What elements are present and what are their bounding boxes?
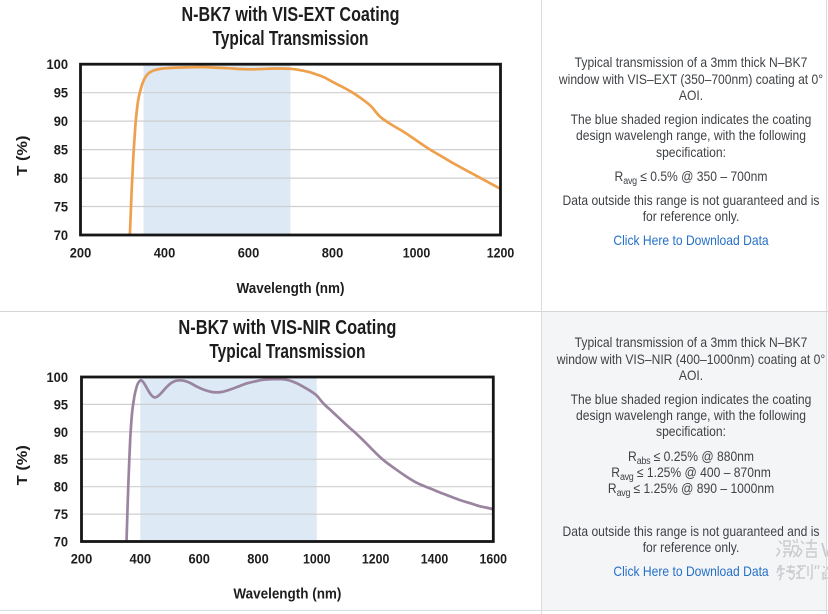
svg-text:70: 70	[54, 228, 68, 244]
svg-text:200: 200	[70, 246, 92, 262]
svg-text:T (%): T (%)	[14, 136, 31, 176]
svg-text:Wavelength (nm): Wavelength (nm)	[237, 280, 345, 297]
svg-text:85: 85	[54, 143, 68, 159]
svg-text:75: 75	[54, 507, 68, 523]
svg-text:80: 80	[54, 480, 68, 496]
svg-text:1200: 1200	[487, 246, 515, 262]
svg-text:Wavelength (nm): Wavelength (nm)	[233, 586, 341, 603]
svg-text:800: 800	[247, 552, 269, 568]
svg-text:400: 400	[130, 552, 152, 568]
svg-text:600: 600	[238, 246, 260, 262]
svg-text:T (%): T (%)	[14, 445, 31, 485]
svg-text:1000: 1000	[403, 246, 431, 262]
svg-text:Typical Transmission: Typical Transmission	[209, 340, 365, 363]
svg-text:90: 90	[54, 114, 68, 130]
svg-text:1000: 1000	[303, 552, 331, 568]
svg-text:75: 75	[54, 200, 68, 216]
svg-text:1200: 1200	[362, 552, 390, 568]
svg-text:800: 800	[322, 246, 344, 262]
svg-text:1600: 1600	[480, 552, 508, 568]
svg-text:100: 100	[47, 370, 69, 386]
svg-text:N-BK7 with VIS-EXT Coating: N-BK7 with VIS-EXT Coating	[182, 3, 400, 26]
svg-text:95: 95	[54, 397, 68, 413]
svg-text:70: 70	[54, 535, 68, 551]
svg-text:100: 100	[47, 57, 69, 73]
svg-text:Typical Transmission: Typical Transmission	[213, 27, 369, 50]
svg-text:80: 80	[54, 171, 68, 187]
svg-text:95: 95	[54, 86, 68, 102]
svg-text:600: 600	[188, 552, 210, 568]
svg-text:N-BK7 with VIS-NIR Coating: N-BK7 with VIS-NIR Coating	[178, 316, 396, 339]
svg-text:85: 85	[54, 452, 68, 468]
svg-text:90: 90	[54, 425, 68, 441]
svg-text:400: 400	[154, 246, 176, 262]
svg-text:1400: 1400	[421, 552, 449, 568]
svg-text:200: 200	[71, 552, 93, 568]
